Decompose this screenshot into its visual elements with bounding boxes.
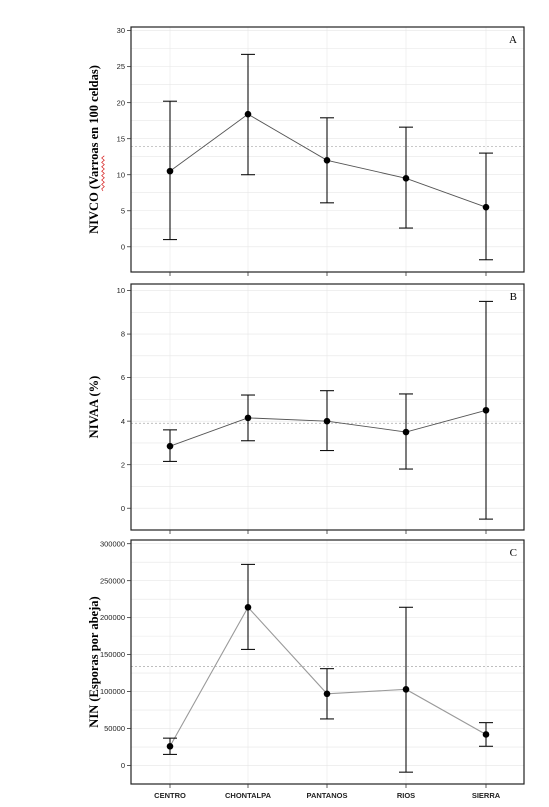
y-axis-label: NIVAA (%) [87,376,101,439]
x-tick-label: RIOS [397,791,415,800]
data-point [244,414,252,422]
y-tick-label: 4 [121,417,125,426]
x-tick-label: CHONTALPA [225,791,272,800]
y-axis-label: NIVCO (Varroas en 100 celdas) [87,65,101,234]
panel-b: 0 2 4 6 8 10 NIVAA (%) B [87,283,525,534]
y-tick-label: 100000 [100,687,125,696]
y-tick-label: 10 [117,286,125,295]
y-tick-label: 2 [121,460,125,469]
spellcheck-underline [101,155,105,192]
y-tick-label: 5 [121,206,125,215]
y-tick-label: 0 [121,761,125,770]
data-point [166,742,174,750]
panel-letter-c: C [510,547,517,559]
y-tick-label: 0 [121,504,125,513]
y-tick-label: 6 [121,373,125,382]
y-tick-label: 30 [117,26,125,35]
plot-frame [130,283,525,531]
series-line [169,409,487,447]
grid-lines [131,540,524,784]
panel-letter-b: B [510,291,517,303]
plot-frame [130,539,525,785]
y-tick-label: 25 [117,62,125,71]
data-point [323,690,331,698]
data-point [402,686,410,693]
panel-a: 0 5 10 15 20 25 30 NIVCO (Varroas en 100 celdas… [87,26,525,276]
data-point [166,167,174,175]
x-tick-label: SIERRA [472,791,501,800]
panel-c: 0 50000 100000 150000 200000 250000 300000 NIN … [87,539,525,788]
data-point [323,157,331,164]
data-point [166,442,174,450]
data-point [323,417,331,425]
y-tick-label: 8 [121,330,125,339]
data-point [244,603,252,611]
data-point [482,203,490,211]
panel-letter-a: A [509,34,517,46]
y-tick-label: 20 [117,98,125,107]
data-point [482,731,490,738]
x-tick-label: PANTANOS [307,791,348,800]
x-tick-label: CENTRO [154,791,186,800]
data-point [402,428,410,436]
data-point [482,406,490,414]
data-point [402,175,410,182]
y-tick-label: 0 [121,242,125,251]
y-tick-label: 150000 [100,650,125,659]
y-tick-label: 250000 [100,576,125,585]
series-line [169,606,487,747]
data-point [244,110,252,118]
y-tick-label: 15 [117,134,125,143]
category-axis: CENTRO CHONTALPA PANTANOS RIOS SIERRA [154,791,501,800]
y-tick-label: 300000 [100,539,125,548]
y-tick-label: 200000 [100,613,125,622]
y-tick-label: 10 [117,170,125,179]
plot-frame [130,26,525,273]
y-axis-label: NIN (Esporas por abeja) [87,596,101,727]
y-tick-label: 50000 [104,724,125,733]
